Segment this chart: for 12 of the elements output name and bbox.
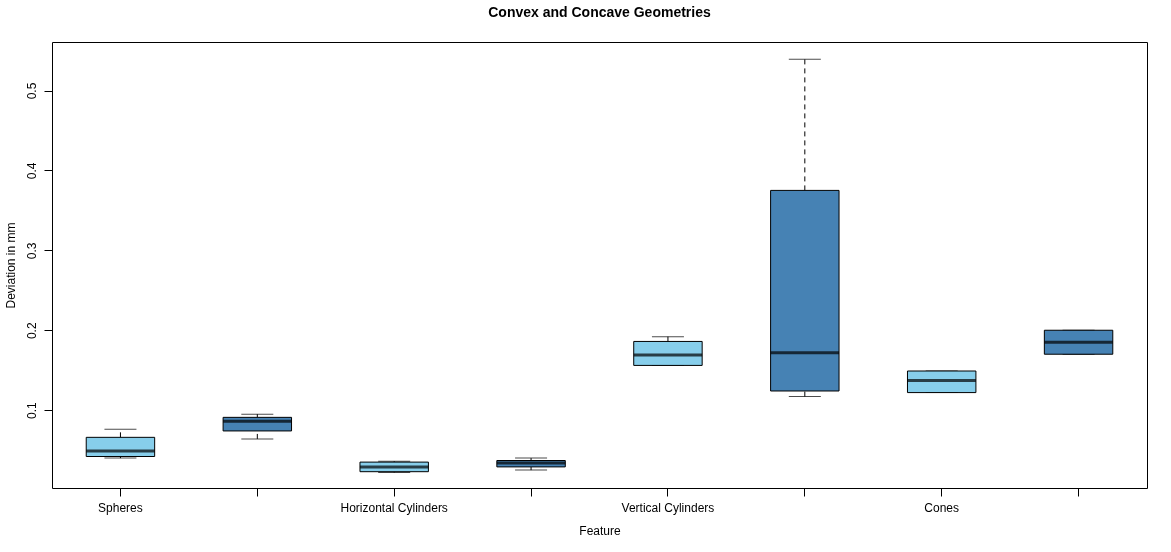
x-tick-label: Spheres <box>98 500 143 515</box>
y-tick-label: 0.5 <box>24 82 39 100</box>
x-tick-label: Cones <box>924 500 960 515</box>
y-tick-label: 0.2 <box>24 322 39 340</box>
chart-title: Convex and Concave Geometries <box>488 4 711 20</box>
y-tick-label: 0.4 <box>24 162 39 180</box>
x-tick-label: Horizontal Cylinders <box>340 500 448 515</box>
y-tick-label: 0.3 <box>24 242 39 260</box>
x-axis-title: Feature <box>579 523 621 538</box>
x-tick-label: Vertical Cylinders <box>621 500 715 515</box>
y-axis-title: Deviation in mm <box>3 222 18 309</box>
y-tick-label: 0.1 <box>24 402 39 420</box>
